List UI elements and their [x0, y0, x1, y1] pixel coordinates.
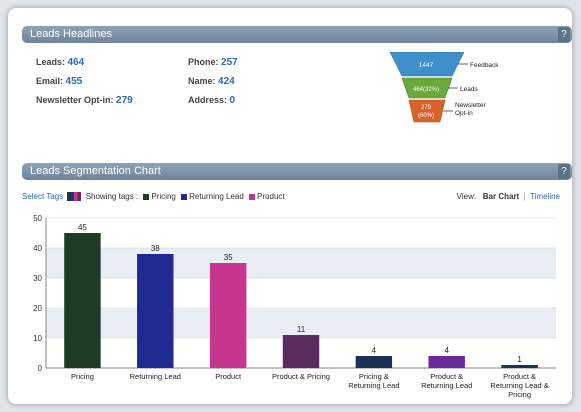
- funnel-label-newsletter-2: Opt-in: [455, 110, 473, 117]
- y-tick-label: 30: [33, 274, 42, 283]
- bar-7[interactable]: [501, 365, 538, 368]
- x-tick-label: Product: [215, 372, 242, 381]
- stat-newsletter-value[interactable]: 279: [116, 95, 133, 106]
- headlines-help-button[interactable]: ?: [558, 27, 570, 42]
- tag-picker-icon[interactable]: [67, 192, 82, 202]
- bar-1[interactable]: [64, 233, 101, 368]
- view-timeline-link[interactable]: Timeline: [530, 192, 560, 201]
- stat-leads-label: Leads:: [36, 57, 66, 67]
- dashboard-container: Leads Headlines ? Leads: 464 Email: 455 …: [8, 8, 572, 404]
- legend-swatch-returning-lead: [181, 193, 188, 200]
- y-tick-label: 20: [33, 304, 42, 313]
- showing-tags-label: Showing tags :: [85, 192, 139, 201]
- stat-phone-value[interactable]: 257: [221, 57, 238, 68]
- select-tags-link[interactable]: Select Tags: [22, 192, 64, 201]
- headlines-title: Leads Headlines: [30, 28, 112, 40]
- grid-band: [46, 248, 556, 278]
- funnel-label-newsletter-1: Newsletter: [455, 102, 487, 109]
- stat-phone-label: Phone:: [188, 57, 219, 67]
- stat-name-label: Name:: [188, 76, 216, 86]
- y-tick-label: 10: [33, 334, 42, 343]
- bar-value-label: 11: [297, 325, 306, 334]
- stat-name: Name: 424: [188, 76, 235, 87]
- view-separator: |: [523, 192, 526, 201]
- funnel-value-newsletter-count: 279: [421, 105, 432, 111]
- legend-swatch-product: [249, 193, 256, 200]
- x-tick-label: Returning Lead: [421, 381, 472, 390]
- bar-value-label: 45: [78, 223, 87, 232]
- x-tick-label: Returning Lead &: [490, 381, 548, 390]
- segmentation-toolbar: Select Tags Showing tags : Pricing Retur…: [22, 192, 285, 202]
- legend-product: Product: [257, 192, 285, 201]
- headlines-header: Leads Headlines ?: [22, 26, 572, 43]
- funnel-value-newsletter-pct: (60%): [418, 113, 434, 119]
- funnel-stage-leads[interactable]: [401, 77, 453, 99]
- x-tick-label: Pricing: [508, 390, 531, 399]
- x-tick-label: Product &: [430, 372, 463, 381]
- bar-value-label: 1: [517, 355, 522, 364]
- bar-2[interactable]: [137, 254, 174, 368]
- segmentation-help-button[interactable]: ?: [558, 164, 570, 179]
- funnel-value-leads: 464(32%): [413, 87, 439, 93]
- bar-value-label: 35: [224, 253, 233, 262]
- funnel-stage-newsletter[interactable]: [408, 99, 446, 123]
- legend-pricing: Pricing: [151, 192, 176, 201]
- leads-funnel: 1447 464(32%) 279 (60%) Feedback Leads N…: [389, 52, 499, 123]
- legend-swatch-pricing: [143, 193, 150, 200]
- stat-email-value[interactable]: 455: [65, 76, 83, 87]
- bar-value-label: 38: [151, 244, 160, 253]
- stat-newsletter-label: Newsletter Opt-in:: [36, 95, 114, 105]
- x-tick-label: Pricing: [71, 372, 94, 381]
- bar-value-label: 4: [372, 346, 377, 355]
- stat-phone: Phone: 257: [188, 57, 238, 68]
- stat-newsletter: Newsletter Opt-in: 279: [36, 95, 133, 106]
- stat-address-label: Address:: [188, 95, 228, 105]
- bar-5[interactable]: [355, 356, 393, 368]
- x-tick-label: Product &: [503, 372, 536, 381]
- stat-email-label: Email:: [36, 76, 64, 86]
- stat-name-value[interactable]: 424: [218, 76, 235, 87]
- view-switcher: View: Bar Chart | Timeline: [457, 192, 560, 201]
- segmentation-header: Leads Segmentation Chart ?: [22, 163, 572, 180]
- view-label: View:: [456, 192, 477, 201]
- bar-3[interactable]: [209, 263, 247, 368]
- bar-value-label: 4: [444, 346, 449, 355]
- funnel-label-feedback: Feedback: [470, 62, 499, 69]
- funnel-stage-feedback[interactable]: [389, 52, 465, 77]
- y-tick-label: 50: [33, 214, 42, 223]
- stat-address: Address: 0: [188, 95, 235, 106]
- x-tick-label: Returning Lead: [130, 372, 181, 381]
- segmentation-title: Leads Segmentation Chart: [30, 165, 161, 177]
- view-bar-chart[interactable]: Bar Chart: [482, 192, 520, 201]
- y-tick-label: 0: [38, 364, 43, 373]
- bar-6[interactable]: [428, 356, 465, 368]
- funnel-value-feedback: 1447: [419, 62, 434, 69]
- grid-band: [46, 308, 556, 338]
- bar-4[interactable]: [282, 335, 320, 368]
- legend-returning-lead: Returning Lead: [189, 192, 244, 201]
- stat-email: Email: 455: [36, 76, 82, 87]
- y-tick-label: 40: [33, 244, 42, 253]
- stat-address-value[interactable]: 0: [229, 95, 236, 106]
- stat-leads: Leads: 464: [36, 57, 84, 68]
- stat-leads-value[interactable]: 464: [67, 57, 85, 68]
- x-tick-label: Product & Pricing: [272, 372, 330, 381]
- segmentation-bar-chart: 0 10 20 30 40 50 45 Pricing 38 Returning Lead 35 Pr…: [33, 214, 556, 399]
- x-tick-label: Pricing &: [359, 372, 389, 381]
- funnel-label-leads: Leads: [460, 86, 478, 93]
- x-tick-label: Returning Lead: [348, 381, 399, 390]
